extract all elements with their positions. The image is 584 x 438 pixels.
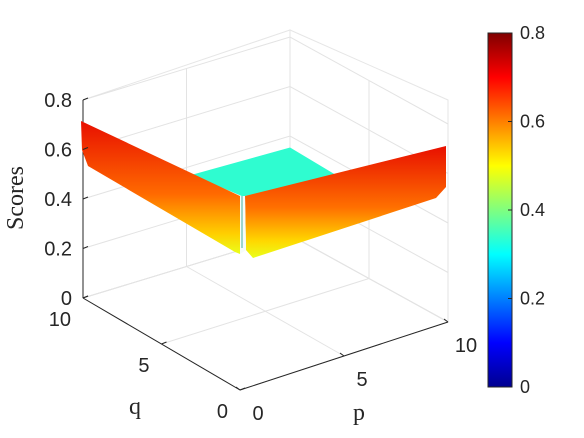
z-tick-label: 0 xyxy=(61,288,72,310)
p-tick-mark xyxy=(443,318,449,323)
q-tick-label: 5 xyxy=(138,355,149,377)
z-tick-mark xyxy=(82,246,89,249)
p-tick-mark xyxy=(339,352,345,357)
q-tick-mark xyxy=(161,341,167,345)
colorbar-tick-label: 0 xyxy=(520,377,530,397)
q-axis-ticks: 0 5 10 xyxy=(49,295,246,423)
p-axis-ticks: 0 5 10 xyxy=(235,318,477,425)
p-tick-label: 5 xyxy=(356,369,367,391)
z-tick-mark xyxy=(82,97,89,101)
z-axis-ticks: 0 0.2 0.4 0.6 0.8 xyxy=(44,90,89,310)
colorbar: 0 0.2 0.4 0.6 0.8 xyxy=(487,23,545,397)
axes-box xyxy=(81,29,450,391)
z-tick-label: 0.6 xyxy=(44,140,72,162)
surface-wall-q-edge xyxy=(81,121,240,254)
surface-wall-p-edge xyxy=(245,146,446,258)
z-tick-label: 0.2 xyxy=(44,239,72,261)
q-tick-mark xyxy=(239,387,246,391)
colorbar-tick-label: 0.8 xyxy=(520,23,545,43)
colorbar-tick-label: 0.4 xyxy=(520,200,545,220)
colorbar-tick-label: 0.6 xyxy=(520,112,545,132)
z-tick-mark xyxy=(82,147,89,150)
p-tick-label: 10 xyxy=(455,335,477,357)
q-tick-mark xyxy=(82,295,89,299)
q-tick-label: 10 xyxy=(49,309,71,331)
q-tick-label: 0 xyxy=(217,401,228,423)
z-axis-label: Scores xyxy=(3,166,29,230)
surface-ridge-shadow xyxy=(240,196,246,254)
gridline-q-floor xyxy=(161,278,370,345)
surface xyxy=(81,121,446,258)
p-axis-label: p xyxy=(353,400,365,426)
z-tick-label: 0.4 xyxy=(44,189,72,211)
q-axis-label: q xyxy=(129,394,141,420)
p-tick-mark xyxy=(235,386,241,391)
colorbar-ticks: 0 0.2 0.4 0.6 0.8 xyxy=(508,23,545,397)
z-tick-label: 0.8 xyxy=(44,90,72,112)
colorbar-tick-label: 0.2 xyxy=(520,289,545,309)
z-tick-mark xyxy=(82,196,89,200)
p-tick-label: 0 xyxy=(252,403,263,425)
